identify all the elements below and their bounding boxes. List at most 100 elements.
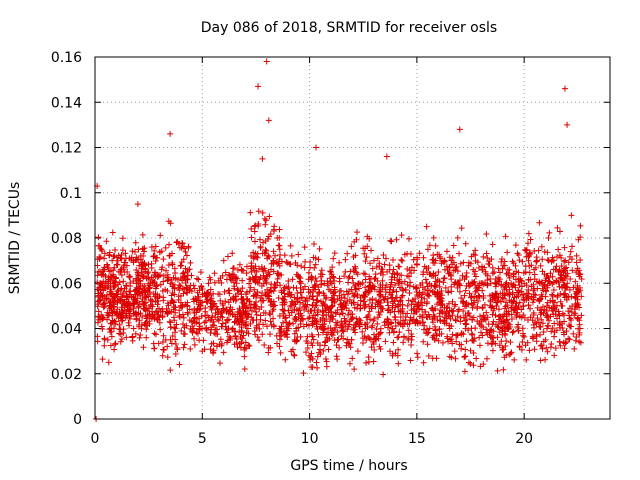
data-point [362, 276, 369, 283]
data-point [179, 311, 186, 318]
data-point [453, 263, 460, 270]
data-point [284, 327, 291, 334]
data-point [405, 297, 412, 304]
data-point [377, 325, 384, 332]
data-point [109, 290, 116, 297]
data-point [262, 221, 269, 228]
data-points [93, 58, 585, 422]
data-point [179, 277, 186, 284]
data-point [181, 273, 188, 280]
data-point [459, 272, 466, 279]
data-point [177, 263, 184, 270]
data-point [381, 261, 388, 268]
data-point [266, 293, 273, 300]
data-point [436, 283, 443, 290]
data-point [229, 250, 236, 257]
data-point [404, 281, 411, 288]
data-point [334, 356, 341, 363]
data-point [222, 269, 229, 276]
data-point [484, 340, 491, 347]
data-point [255, 337, 262, 344]
data-point [553, 278, 560, 285]
data-point [577, 222, 584, 229]
data-point [561, 312, 568, 319]
data-point [536, 219, 543, 226]
data-point [303, 321, 310, 328]
data-point [260, 309, 267, 316]
data-point [544, 348, 551, 355]
data-point [117, 297, 124, 304]
data-point [202, 305, 209, 312]
data-point [141, 302, 148, 309]
data-point [248, 234, 255, 241]
data-point [567, 323, 574, 330]
data-point [173, 239, 180, 246]
data-point [563, 264, 570, 271]
data-point [244, 325, 251, 332]
data-point [480, 324, 487, 331]
data-point [382, 288, 389, 295]
data-point [162, 336, 169, 343]
data-point [535, 247, 542, 254]
data-point [513, 314, 520, 321]
data-point [354, 348, 361, 355]
data-point [439, 309, 446, 316]
data-point [409, 317, 416, 324]
data-point [172, 341, 179, 348]
data-point [551, 333, 558, 340]
data-point [259, 155, 266, 162]
data-point [476, 293, 483, 300]
data-point [530, 321, 537, 328]
data-point [398, 232, 405, 239]
data-point [156, 293, 163, 300]
data-point [338, 324, 345, 331]
data-point [253, 268, 260, 275]
data-point [117, 254, 124, 261]
data-point [517, 277, 524, 284]
data-point [188, 288, 195, 295]
data-point [362, 325, 369, 332]
data-point [400, 339, 407, 346]
data-point [347, 344, 354, 351]
data-point [538, 342, 545, 349]
data-point [302, 297, 309, 304]
data-point [232, 275, 239, 282]
data-point [260, 272, 267, 279]
data-point [564, 121, 571, 128]
data-point [301, 244, 308, 251]
data-point [291, 336, 298, 343]
data-point [557, 290, 564, 297]
data-point [114, 261, 121, 268]
data-point [391, 282, 398, 289]
data-point [573, 259, 580, 266]
data-point [504, 324, 511, 331]
data-point [426, 293, 433, 300]
data-point [549, 273, 556, 280]
data-point [252, 263, 259, 270]
data-point [234, 286, 241, 293]
data-point [295, 310, 302, 317]
data-point [241, 353, 248, 360]
data-point [113, 274, 120, 281]
data-point [391, 308, 398, 315]
y-tick-label: 0.08 [51, 231, 82, 247]
x-tick-label: 10 [301, 431, 319, 447]
data-point [514, 289, 521, 296]
data-point [532, 264, 539, 271]
data-point [157, 326, 164, 333]
data-point [98, 271, 105, 278]
data-point [398, 256, 405, 263]
data-point [226, 307, 233, 314]
data-point [255, 208, 262, 215]
data-point [414, 354, 421, 361]
data-point [578, 293, 585, 300]
data-point [484, 255, 491, 262]
data-point [575, 288, 582, 295]
data-point [265, 236, 272, 243]
data-point [368, 286, 375, 293]
data-point [448, 283, 455, 290]
data-point [462, 325, 469, 332]
data-point [178, 327, 185, 334]
data-point [483, 355, 490, 362]
data-point [137, 310, 144, 317]
